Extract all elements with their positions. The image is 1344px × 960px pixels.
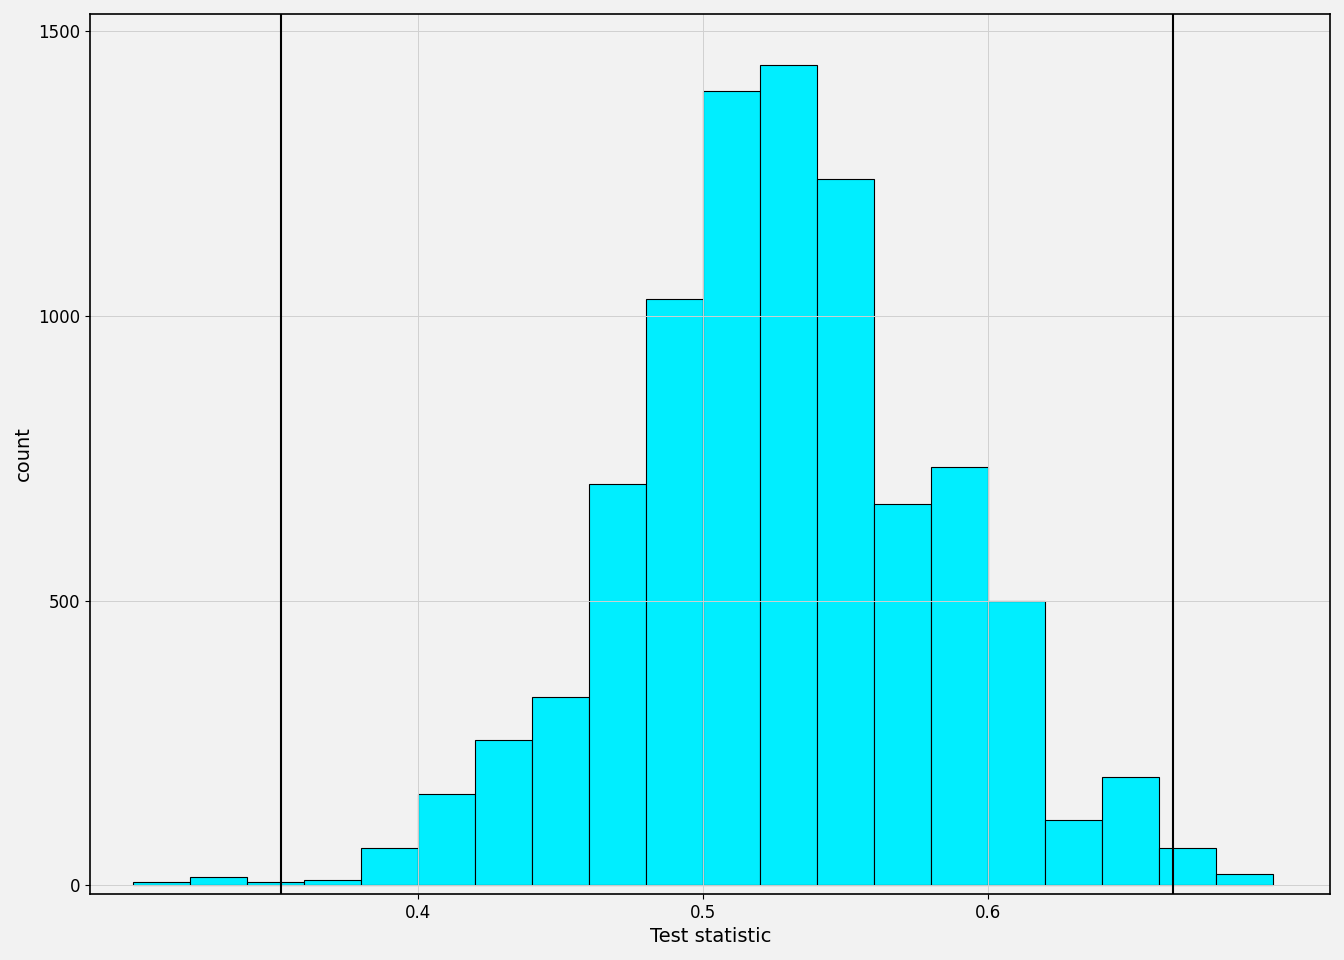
Bar <box>190 876 247 885</box>
Bar <box>418 794 474 885</box>
Bar <box>474 740 532 885</box>
Bar <box>304 879 362 885</box>
Bar <box>703 91 761 885</box>
Bar <box>1216 874 1273 885</box>
Bar <box>1102 777 1159 885</box>
Bar <box>874 504 931 885</box>
Bar <box>1046 820 1102 885</box>
Bar <box>988 601 1046 885</box>
Bar <box>761 65 817 885</box>
Bar <box>362 849 418 885</box>
Bar <box>133 882 190 885</box>
Bar <box>931 467 988 885</box>
Bar <box>247 882 304 885</box>
Bar <box>532 697 589 885</box>
Bar <box>589 484 646 885</box>
Bar <box>817 180 874 885</box>
Bar <box>1159 849 1216 885</box>
Y-axis label: count: count <box>13 426 32 481</box>
X-axis label: Test statistic: Test statistic <box>649 927 771 947</box>
Bar <box>646 299 703 885</box>
